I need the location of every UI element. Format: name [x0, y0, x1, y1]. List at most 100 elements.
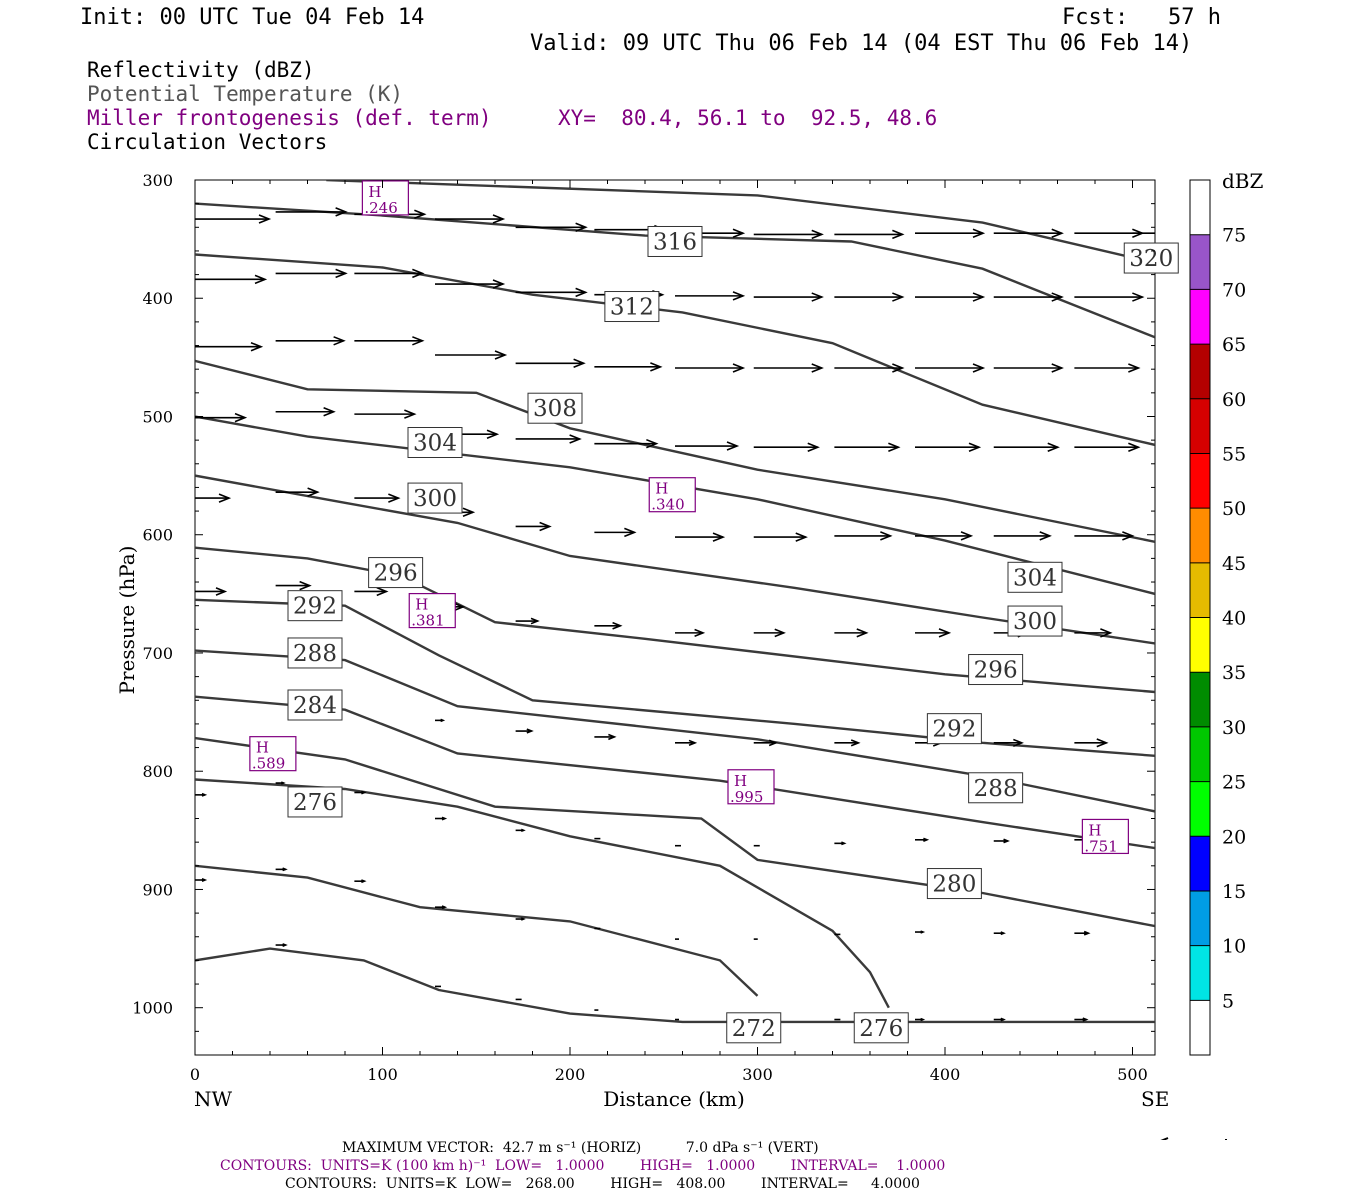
circulation-vector	[675, 441, 740, 451]
circulation-vector	[1074, 442, 1141, 452]
x-axis-label: Distance (km)	[603, 1087, 745, 1111]
circulation-vector	[515, 828, 526, 833]
y-tick-label: 500	[142, 407, 173, 426]
contour-label-box	[604, 291, 660, 323]
contour-label-box	[407, 427, 463, 458]
contour-label: 292	[932, 717, 976, 743]
valid-time: Valid: 09 UTC Thu 06 Feb 14 (04 EST Thu …	[530, 31, 1193, 56]
circulation-vector	[753, 363, 824, 373]
y-tick-label: 1000	[132, 999, 173, 1018]
x-end-label-left: NW	[194, 1087, 233, 1111]
circulation-vector	[834, 841, 847, 846]
colorbar-bin	[1190, 836, 1210, 891]
circulation-vector	[675, 628, 706, 637]
circulation-vector	[515, 521, 552, 532]
circulation-vector	[275, 867, 288, 872]
colorbar-bin	[1190, 398, 1210, 454]
circulation-vector	[993, 738, 1024, 747]
colorbar-label: 70	[1222, 279, 1246, 301]
colorbar-bin	[1190, 562, 1210, 618]
y-tick-label: 700	[142, 644, 173, 663]
contour-label: 296	[974, 658, 1018, 684]
circulation-vector	[354, 409, 417, 419]
colorbar-bin	[1190, 344, 1210, 399]
circulation-vector	[915, 442, 982, 452]
circulation-vector	[753, 442, 820, 452]
fronto-max-box	[1081, 818, 1129, 855]
circulation-vector	[993, 292, 1064, 302]
circulation-vector	[515, 728, 534, 734]
fronto-contour-note: CONTOURS: UNITS=K (100 km h)⁻¹ LOW= 1.00…	[220, 1158, 946, 1174]
circulation-vector	[515, 358, 586, 369]
theta-contour-308	[195, 359, 1155, 543]
circulation-vector	[354, 586, 389, 597]
contour-label-box	[968, 772, 1024, 804]
circulation-vector	[275, 781, 286, 785]
circulation-vector	[1074, 1017, 1089, 1022]
circulation-vector	[435, 718, 446, 723]
contour-label: 312	[610, 295, 654, 321]
colorbar-bin	[1190, 234, 1210, 290]
contour-label-box	[968, 654, 1024, 686]
cross-section-plot: 3203163123083043002962922882842763043002…	[115, 169, 1264, 1140]
colorbar-bin	[1190, 617, 1210, 673]
circulation-vector	[915, 837, 930, 842]
circulation-vector	[1074, 930, 1091, 936]
theta-contour-268	[195, 947, 1155, 1024]
colorbar-label: 30	[1222, 717, 1246, 739]
circulation-vector	[435, 905, 448, 910]
colorbar-bin	[1190, 508, 1210, 563]
circulation-vector	[354, 493, 401, 503]
contour-label-box	[926, 868, 982, 900]
fronto-max-marker: H	[368, 183, 381, 201]
legend-theta: Potential Temperature (K)	[87, 82, 404, 106]
circulation-vector	[1074, 531, 1135, 541]
fronto-max-box	[648, 477, 696, 513]
colorbar-label: 75	[1222, 225, 1246, 247]
circulation-vector	[753, 532, 808, 542]
y-tick-label: 300	[142, 171, 173, 190]
circulation-vector	[515, 287, 588, 298]
circulation-vector	[1074, 363, 1141, 373]
fronto-max-marker: H	[734, 772, 747, 790]
contour-label-box	[926, 713, 982, 745]
colorbar-bin	[1190, 289, 1210, 345]
circulation-vector	[834, 229, 905, 240]
circulation-vector	[753, 628, 786, 638]
contour-label-box	[1007, 605, 1063, 637]
circulation-vector	[675, 363, 746, 373]
circulation-vector	[915, 930, 926, 934]
circulation-vector	[993, 228, 1064, 238]
circulation-vector	[354, 790, 367, 795]
circulation-vector	[195, 214, 272, 224]
circulation-vector	[275, 580, 312, 591]
colorbar-bin	[1190, 890, 1210, 946]
contour-label-box	[647, 225, 703, 257]
circulation-vector	[993, 442, 1060, 452]
fronto-max-marker: H	[256, 739, 269, 757]
colorbar-label: 55	[1222, 443, 1246, 465]
contour-label: 316	[653, 229, 697, 255]
contour-label-box	[287, 590, 343, 622]
circulation-vector	[354, 879, 367, 884]
colorbar-bin	[1190, 672, 1210, 727]
circulation-vector	[834, 442, 901, 452]
circulation-vector	[1132, 232, 1155, 235]
contour-label: 280	[932, 872, 976, 898]
theta-contour-296	[195, 546, 1155, 694]
contour-label-box	[407, 482, 463, 514]
contour-label-box	[853, 1012, 909, 1044]
theta-contour-320	[326, 180, 1155, 264]
circulation-vector	[515, 917, 526, 921]
circulation-vector	[834, 363, 905, 373]
colorbar-label: 25	[1222, 772, 1246, 794]
contour-label: 272	[732, 1016, 776, 1042]
axes: 300 400 500 600 700 800 900 1000 0 100 200 300 400 50…	[132, 171, 1155, 1084]
fronto-max-value: .381	[411, 612, 444, 630]
theta-contour-292	[195, 598, 1155, 757]
dbz-colorbar: 5 10 15 20 25 30 35 40 45 50 55 60 65 70 75	[1189, 179, 1246, 1056]
x-tick-label: 400	[930, 1065, 961, 1084]
circulation-vector	[435, 816, 448, 821]
theta-contour-300	[195, 474, 1155, 645]
contour-label-box	[287, 689, 343, 721]
